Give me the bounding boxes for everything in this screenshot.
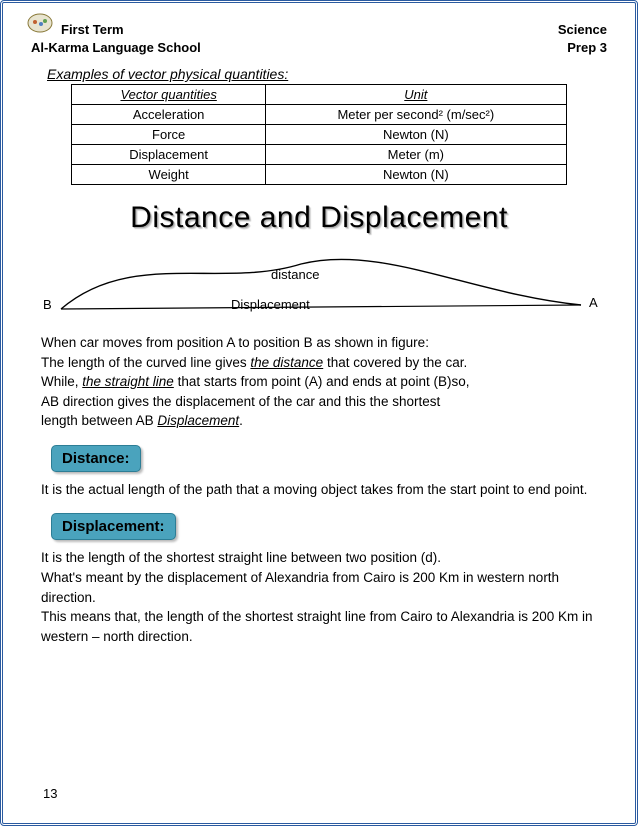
cell-unit: Newton (N) — [265, 125, 566, 145]
header-subject: Science — [558, 21, 607, 39]
page-number: 13 — [43, 786, 57, 801]
disp-line: It is the length of the shortest straigh… — [41, 550, 441, 565]
para-line: that covered by the car. — [323, 355, 467, 370]
label-point-a: A — [589, 295, 598, 310]
distance-displacement-diagram: distance Displacement B A — [41, 239, 597, 327]
para-line: The length of the curved line gives — [41, 355, 250, 370]
page-header: First Term Al-Karma Language School Scie… — [31, 21, 607, 56]
para-line: that starts from point (A) and ends at p… — [174, 374, 470, 389]
disp-line: What's meant by the displacement of Alex… — [41, 570, 559, 605]
para-line: AB direction gives the displacement of t… — [41, 394, 440, 409]
para-line: When car moves from position A to positi… — [41, 335, 429, 350]
table-row: Weight Newton (N) — [72, 165, 566, 185]
cell-unit: Newton (N) — [265, 165, 566, 185]
para-line: While, — [41, 374, 82, 389]
explanation-paragraph: When car moves from position A to positi… — [41, 333, 597, 431]
page-container: First Term Al-Karma Language School Scie… — [0, 0, 638, 826]
displacement-badge: Displacement: — [51, 513, 176, 540]
cell-quantity: Force — [72, 125, 266, 145]
school-logo-icon — [27, 13, 53, 33]
title-banner: Distance and Displacement — [31, 201, 607, 235]
col-header-quantity: Vector quantities — [72, 85, 266, 105]
section-heading: Examples of vector physical quantities: — [47, 66, 607, 82]
header-term: First Term — [31, 21, 201, 39]
label-distance: distance — [271, 267, 319, 282]
distance-badge: Distance: — [51, 445, 141, 472]
label-point-b: B — [43, 297, 52, 312]
table-row: Force Newton (N) — [72, 125, 566, 145]
cell-quantity: Displacement — [72, 145, 266, 165]
header-school: Al-Karma Language School — [31, 39, 201, 57]
emphasis-straight-line: the straight line — [82, 374, 174, 389]
cell-quantity: Weight — [72, 165, 266, 185]
table-header-row: Vector quantities Unit — [72, 85, 566, 105]
displacement-line — [61, 305, 581, 309]
displacement-definition: It is the length of the shortest straigh… — [41, 548, 597, 646]
distance-curve — [61, 259, 581, 309]
diagram-svg — [41, 239, 601, 327]
header-right: Science Prep 3 — [558, 21, 607, 56]
cell-unit: Meter per second² (m/sec²) — [265, 105, 566, 125]
cell-quantity: Acceleration — [72, 105, 266, 125]
emphasis-distance: the distance — [250, 355, 323, 370]
label-displacement: Displacement — [231, 297, 310, 312]
distance-definition: It is the actual length of the path that… — [41, 480, 597, 500]
disp-line: This means that, the length of the short… — [41, 609, 593, 644]
vector-quantities-table: Vector quantities Unit Acceleration Mete… — [71, 84, 566, 185]
header-left: First Term Al-Karma Language School — [31, 21, 201, 56]
para-line: . — [239, 413, 243, 428]
col-header-unit: Unit — [265, 85, 566, 105]
para-line: length between AB — [41, 413, 157, 428]
table-row: Acceleration Meter per second² (m/sec²) — [72, 105, 566, 125]
table-row: Displacement Meter (m) — [72, 145, 566, 165]
emphasis-displacement: Displacement — [157, 413, 239, 428]
header-grade: Prep 3 — [558, 39, 607, 57]
cell-unit: Meter (m) — [265, 145, 566, 165]
